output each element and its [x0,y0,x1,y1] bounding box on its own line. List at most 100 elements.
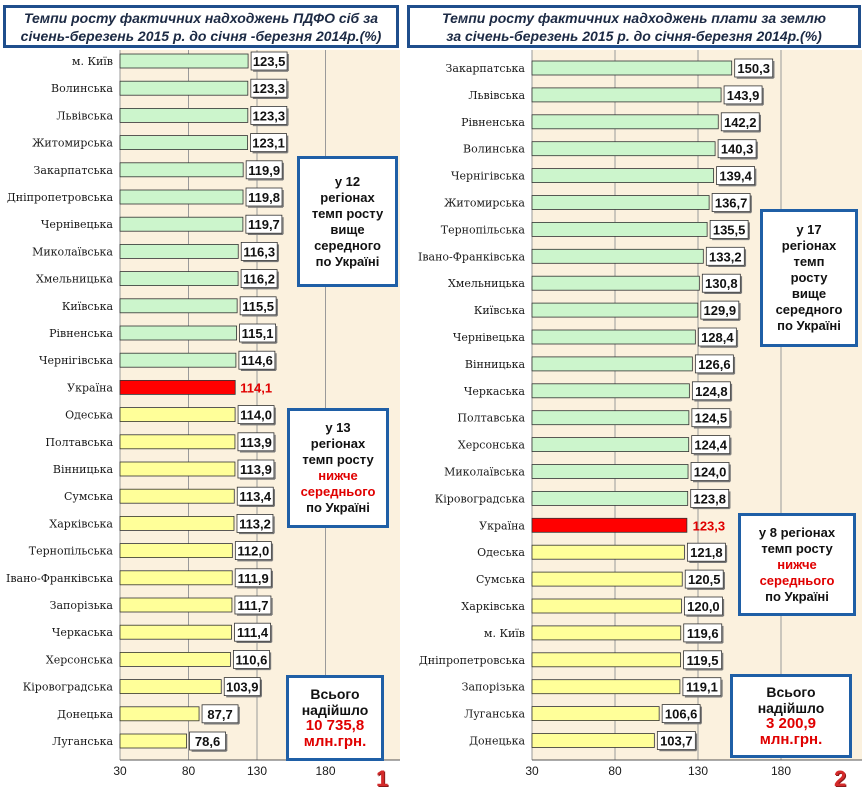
category-label: Сумська [64,490,113,503]
data-label: 78,6 [195,734,220,749]
value-box [686,542,726,562]
bar [531,195,710,210]
total-label: надійшло [757,700,825,716]
category-label: Миколаївська [32,245,113,258]
category-label: Івано-Франківська [6,572,113,585]
bar [531,275,700,291]
category-label: Одеська [477,546,525,559]
data-label: 130,8 [705,276,738,291]
x-tick-label: 180 [315,764,335,778]
bar [531,625,682,641]
category-label: Чернігівська [39,354,113,367]
category-label: Тернопільська [29,545,114,558]
bar [531,652,681,668]
data-label: 110,6 [236,652,268,667]
value-box [245,187,283,207]
data-label: 103,9 [226,680,259,695]
category-label: Закарпатська [446,62,526,75]
data-label: 114,0 [240,408,272,423]
category-label: Житомирська [444,197,525,210]
total-box-2: Всього надійшло 3 200,9 млн.грн. [730,674,852,758]
x-tick-label: 30 [113,764,127,778]
bar [119,162,244,178]
data-label: 124,8 [695,384,728,399]
bar [119,597,233,613]
bar [531,114,719,130]
bar-average [531,517,688,533]
value-box [250,51,288,71]
bar [531,60,733,76]
data-label: 123,8 [693,491,726,506]
bar [119,407,236,423]
data-label: 113,2 [239,516,271,531]
bar [531,87,722,103]
data-label: 119,9 [248,163,280,178]
bar [119,570,233,586]
value-box [237,405,275,425]
value-box [734,58,774,78]
category-label: Луганська [464,708,525,721]
category-label: Житомирська [32,137,113,150]
bar [119,80,249,96]
data-label: 114,6 [241,353,273,368]
value-box [656,731,696,750]
bar [531,221,708,237]
data-label: 140,3 [721,142,754,157]
note-line-highlight: середнього [759,572,835,588]
data-label: 120,5 [688,572,721,587]
bar [119,488,235,504]
bar [531,356,693,372]
note-below-average-2: у 8 регіонах темп росту нижче середнього… [738,513,856,616]
bar [119,325,237,341]
category-label: Кіровоградська [23,681,114,694]
value-box [720,112,760,132]
value-box [236,514,274,533]
chart-title-2-line1: Темпи росту фактичних надходжень плати з… [442,10,826,26]
bar [531,329,696,345]
bar [531,141,716,157]
data-label: 116,2 [243,272,275,287]
value-box [723,85,763,105]
category-label: Харківська [49,517,113,530]
note-below-average-1: у 13 регіонах темп росту нижче середньог… [287,408,389,528]
note-line: у 12 [334,173,361,189]
category-label: Харківська [461,600,525,613]
bar [119,706,200,722]
category-label: Миколаївська [444,466,525,479]
bar [531,571,683,587]
chart-title-1-line1: Темпи росту фактичних надходжень ПДФО сі… [23,10,379,26]
value-box [683,650,722,670]
data-label: 112,0 [237,544,269,559]
bar [531,168,715,184]
bar [119,461,236,477]
data-label: 114,1 [240,380,272,395]
total-unit: млн.грн. [303,733,367,750]
data-label: 136,7 [715,196,748,211]
data-label: 139,4 [719,169,752,184]
data-label: 113,9 [240,462,272,477]
category-label: Сумська [476,573,525,586]
category-label: Чернігівська [451,170,525,183]
value-box [237,459,275,479]
bar [119,679,222,694]
value-box [236,486,274,506]
value-box [691,408,731,428]
bar [119,543,233,558]
value-box [223,677,261,696]
data-label: 126,6 [698,357,731,372]
value-box [690,462,730,481]
value-box [691,381,731,401]
category-label: Київська [474,304,526,317]
total-value: 10 735,8 [305,717,365,734]
total-unit: млн.грн. [759,731,823,748]
data-label: 143,9 [727,88,760,103]
category-label: Київська [62,300,114,313]
value-box [701,273,741,293]
bar-chart-2: 30 80 130 180 Закарпатська 150,3 Львівська 143,… [418,50,862,778]
total-label: надійшло [301,702,369,718]
data-label: 116,3 [243,244,275,259]
data-label: 106,6 [665,707,698,722]
data-label: 115,5 [242,299,274,314]
data-label: 133,2 [709,249,742,264]
data-label: 115,1 [242,326,274,341]
